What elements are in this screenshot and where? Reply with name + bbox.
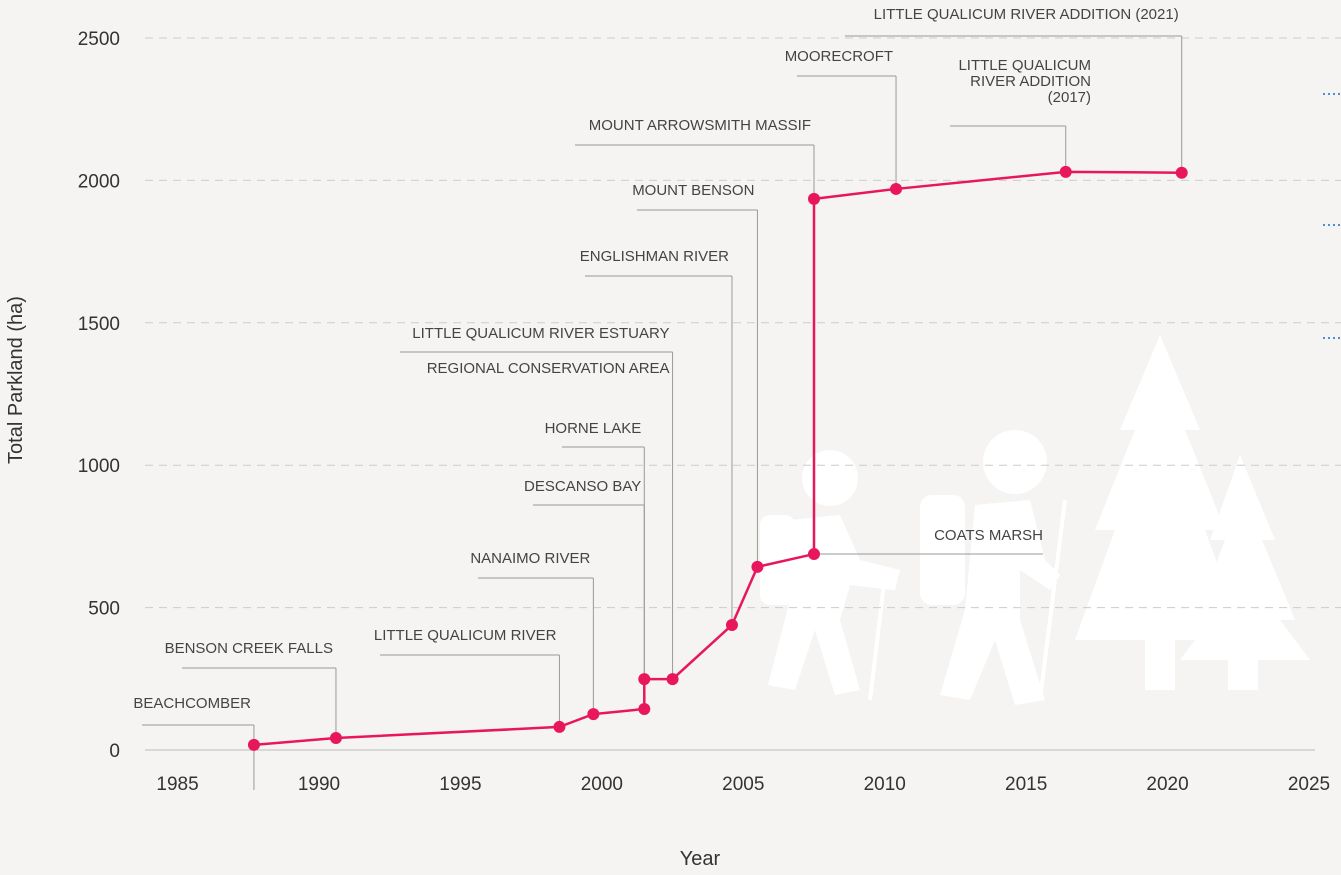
y-tick-label: 2000 — [78, 171, 120, 192]
data-point — [667, 673, 679, 685]
x-tick-label: 2010 — [864, 774, 906, 795]
data-point — [1176, 167, 1188, 179]
annotation: RIVER ADDITION — [970, 73, 1091, 90]
annotation: REGIONAL CONSERVATION AREA — [427, 360, 670, 377]
y-tick-label: 1500 — [78, 314, 120, 335]
y-tick-label: 0 — [109, 741, 120, 762]
annotation: MOUNT ARROWSMITH MASSIF — [589, 117, 811, 134]
data-point — [638, 673, 650, 685]
chart: Total Parkland (ha) Year 0 500 1000 1500 200… — [0, 0, 1341, 875]
annotation: LITTLE QUALICUM RIVER ADDITION (2021) — [874, 6, 1179, 23]
data-point — [553, 721, 565, 733]
x-tick-label: 1985 — [156, 774, 198, 795]
annotation: LITTLE QUALICUM — [958, 57, 1091, 74]
data-point — [330, 732, 342, 744]
data-point — [638, 703, 650, 715]
annotation: DESCANSO BAY — [524, 478, 641, 495]
y-axis-title: Total Parkland (ha) — [5, 296, 27, 464]
y-tick-label: 1000 — [78, 456, 120, 477]
data-point — [751, 561, 763, 573]
x-tick-label: 1990 — [298, 774, 340, 795]
annotation: LITTLE QUALICUM RIVER ESTUARY — [412, 325, 669, 342]
decoration — [1323, 94, 1341, 338]
annotation: BENSON CREEK FALLS — [165, 640, 333, 657]
decoration — [760, 335, 1310, 705]
annotation: MOORECROFT — [785, 48, 893, 65]
x-axis-title: Year — [680, 848, 721, 870]
annotation: MOUNT BENSON — [632, 182, 754, 199]
y-tick-label: 2500 — [78, 29, 120, 50]
annotation: NANAIMO RIVER — [470, 550, 590, 567]
data-point — [808, 548, 820, 560]
data-point — [1060, 166, 1072, 178]
annotation: COATS MARSH — [934, 527, 1043, 544]
annotation: BEACHCOMBER — [133, 695, 251, 712]
data-point — [726, 619, 738, 631]
annotation: LITTLE QUALICUM RIVER — [374, 627, 557, 644]
data-point — [248, 739, 260, 751]
x-tick-label: 2015 — [1005, 774, 1047, 795]
y-tick-label: 500 — [88, 599, 120, 620]
x-tick-label: 1995 — [439, 774, 481, 795]
data-point — [890, 183, 902, 195]
data-point — [808, 193, 820, 205]
annotation: HORNE LAKE — [545, 420, 642, 437]
data-point — [587, 708, 599, 720]
x-tick-label: 2025 — [1288, 774, 1330, 795]
annotation: ENGLISHMAN RIVER — [580, 248, 729, 265]
annotation: (2017) — [1048, 89, 1091, 106]
x-tick-label: 2000 — [581, 774, 623, 795]
x-tick-label: 2020 — [1146, 774, 1188, 795]
x-tick-label: 2005 — [722, 774, 764, 795]
